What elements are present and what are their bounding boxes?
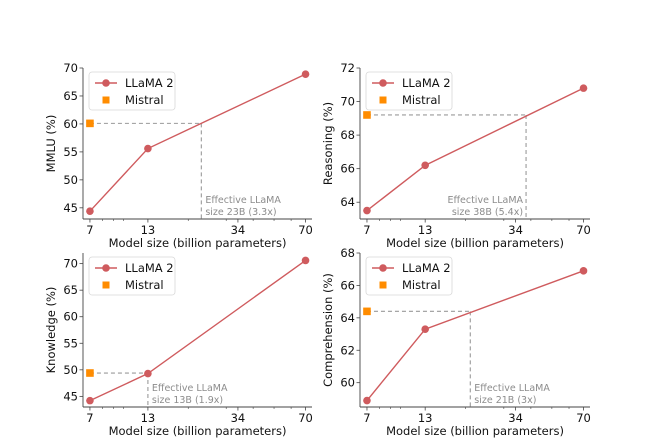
- legend-mistral-marker: [102, 281, 110, 289]
- subplot-4: 7 13 34 70 60 62 64 66 68 Model size (billion par…: [321, 246, 591, 438]
- y-tick-label: 55: [63, 336, 78, 350]
- legend-llama-marker: [379, 264, 387, 272]
- llama-data-point: [421, 161, 429, 170]
- y-tick-label: 65: [63, 283, 78, 297]
- x-tick-label: 7: [363, 223, 370, 237]
- annotation-line-1: Effective LLaMA: [447, 195, 523, 206]
- y-tick-label: 64: [340, 195, 355, 209]
- legend-mistral-marker: [379, 281, 387, 289]
- legend-llama-label: LLaMA 2: [125, 76, 174, 90]
- mistral-data-point: [86, 119, 94, 128]
- llama-data-point: [144, 144, 152, 153]
- subplot-2: 7 13 34 70 64 66 68 70 72 Model size (billion par…: [321, 61, 591, 250]
- y-tick-label: 65: [63, 89, 78, 103]
- llama-data-point: [86, 396, 94, 405]
- y-tick-label: 66: [340, 278, 355, 292]
- annotation-line-1: Effective LLaMA: [152, 383, 228, 394]
- y-tick-label: 66: [340, 162, 355, 176]
- y-tick-label: 50: [63, 363, 78, 377]
- legend-llama-marker: [102, 264, 110, 272]
- x-tick-label: 13: [141, 411, 156, 425]
- legend: LLaMA 2 Mistral: [88, 256, 176, 296]
- legend-frame: [365, 256, 453, 296]
- x-tick-label: 70: [576, 411, 591, 425]
- x-axis-label: Model size (billion parameters): [386, 424, 564, 438]
- x-tick-label: 34: [508, 411, 523, 425]
- y-tick-label: 60: [63, 117, 78, 131]
- legend-llama-label: LLaMA 2: [402, 261, 451, 275]
- x-axis-label: Model size (billion parameters): [386, 236, 564, 250]
- subplot-1: 7 13 34 70 45 50 55 60 65 70 Model size (billion p…: [44, 61, 313, 250]
- llama-data-point: [363, 206, 371, 215]
- y-tick-label: 45: [63, 201, 78, 215]
- mistral-data-point: [86, 369, 94, 377]
- llama-data-point: [86, 207, 94, 215]
- llama-data-point: [363, 396, 371, 405]
- x-tick-label: 70: [576, 223, 591, 237]
- legend-frame: [365, 71, 453, 111]
- x-tick-label: 70: [298, 411, 313, 425]
- y-tick-label: 50: [63, 173, 78, 187]
- llama-data-point: [144, 369, 152, 378]
- annotation-line-1: Effective LLaMA: [205, 195, 281, 206]
- y-axis-label: Reasoning (%): [321, 102, 335, 185]
- annotation-line-2: size 38B (5.4x): [452, 207, 523, 218]
- y-tick-label: 45: [63, 389, 78, 403]
- y-tick-label: 70: [63, 61, 78, 75]
- llama-data-point: [579, 267, 588, 275]
- y-tick-label: 72: [340, 61, 355, 75]
- llama-data-point: [421, 325, 429, 333]
- legend: LLaMA 2 Mistral: [365, 71, 453, 111]
- x-axis-label: Model size (billion parameters): [109, 424, 287, 438]
- x-tick-label: 70: [298, 223, 313, 237]
- y-axis-label: Knowledge (%): [44, 287, 58, 374]
- legend-frame: [88, 71, 176, 111]
- y-tick-label: 68: [340, 128, 355, 142]
- y-tick-label: 62: [340, 343, 355, 357]
- x-tick-label: 7: [86, 411, 93, 425]
- legend-mistral-label: Mistral: [125, 278, 164, 292]
- subplot-3: 7 13 34 70 45 50 55 60 65 70 Model size (billion p…: [44, 253, 313, 438]
- x-tick-label: 34: [508, 223, 523, 237]
- mistral-data-point: [363, 111, 371, 119]
- mistral-data-point: [363, 307, 371, 316]
- y-tick-label: 68: [340, 246, 355, 260]
- x-tick-label: 7: [363, 411, 370, 425]
- legend-llama-marker: [379, 79, 387, 87]
- annotation-line-2: size 23B (3.3x): [205, 207, 276, 218]
- x-axis-label: Model size (billion parameters): [109, 236, 287, 250]
- x-tick-label: 34: [231, 411, 246, 425]
- legend-mistral-marker: [102, 96, 110, 104]
- x-tick-label: 34: [231, 223, 246, 237]
- llama-data-point: [579, 84, 588, 92]
- annotation-line-2: size 13B (1.9x): [152, 395, 223, 406]
- legend-llama-label: LLaMA 2: [402, 76, 451, 90]
- legend-mistral-label: Mistral: [402, 93, 441, 107]
- legend-mistral-label: Mistral: [402, 278, 441, 292]
- y-tick-label: 60: [340, 376, 355, 390]
- x-tick-label: 13: [418, 411, 433, 425]
- x-tick-label: 7: [86, 223, 93, 237]
- y-tick-label: 55: [63, 145, 78, 159]
- llama-data-point: [301, 70, 310, 78]
- y-axis-label: Comprehension (%): [321, 273, 335, 387]
- legend-mistral-marker: [379, 96, 387, 104]
- legend-llama-label: LLaMA 2: [125, 261, 174, 275]
- legend: LLaMA 2 Mistral: [88, 71, 176, 111]
- y-axis-label: MMLU (%): [44, 115, 58, 173]
- legend: LLaMA 2 Mistral: [365, 256, 453, 296]
- y-tick-label: 64: [340, 311, 355, 325]
- legend-mistral-label: Mistral: [125, 93, 164, 107]
- y-tick-label: 70: [63, 257, 78, 271]
- llama-data-point: [301, 256, 310, 265]
- x-tick-label: 13: [418, 223, 433, 237]
- legend-frame: [88, 256, 176, 296]
- annotation-line-2: size 21B (3x): [474, 395, 536, 406]
- y-tick-label: 70: [340, 95, 355, 109]
- x-tick-label: 13: [141, 223, 156, 237]
- annotation-line-1: Effective LLaMA: [474, 383, 550, 394]
- legend-llama-marker: [102, 79, 110, 87]
- y-tick-label: 60: [63, 310, 78, 324]
